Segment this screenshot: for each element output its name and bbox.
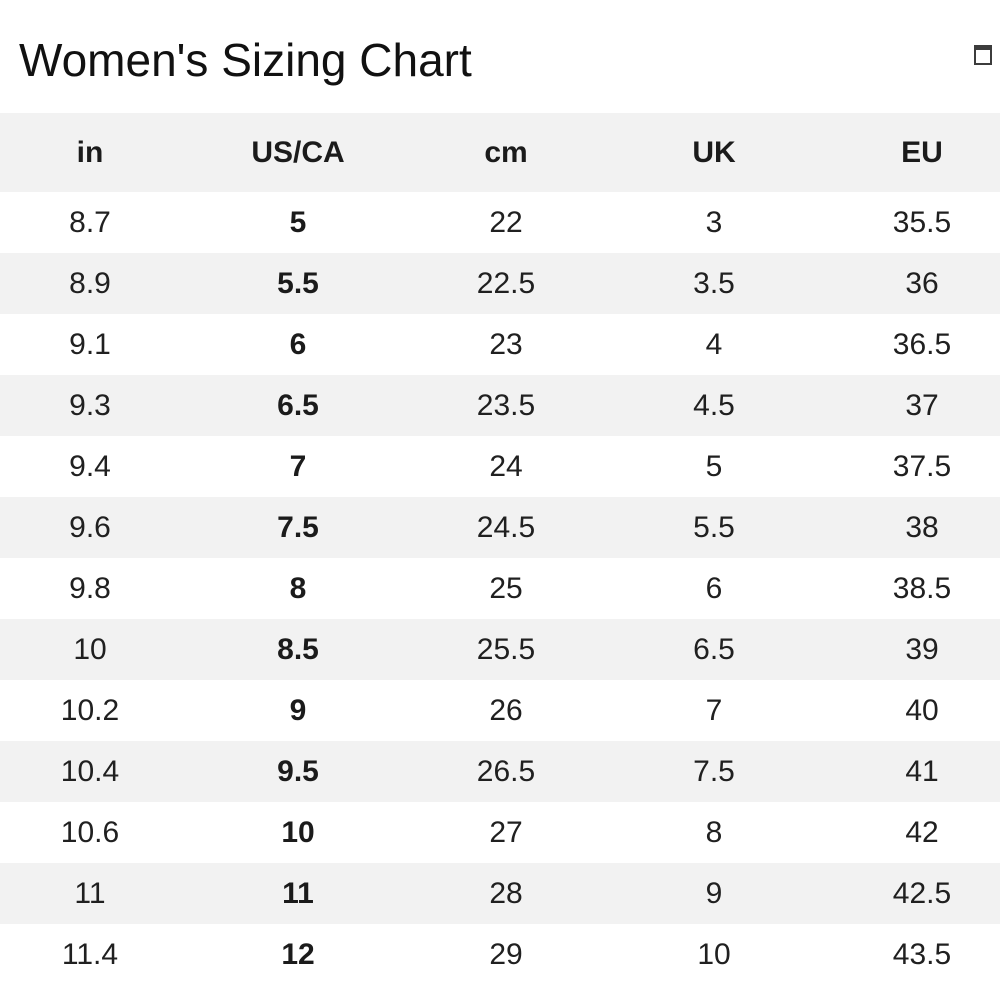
- table-cell: 37.5: [892, 449, 952, 483]
- table-cell: 38: [905, 510, 939, 544]
- table-cell: 35.5: [892, 205, 952, 239]
- table-cell: 42.5: [892, 876, 952, 910]
- table-cell: 5.5: [277, 266, 319, 300]
- table-row: 8.9 5.5 22.5 3.5 36: [0, 253, 1000, 314]
- table-cell: 6: [705, 571, 723, 605]
- column-header-in: in: [76, 135, 104, 169]
- page-title: Women's Sizing Chart: [19, 33, 472, 86]
- table-cell: 43.5: [892, 937, 952, 971]
- table-row: 11 11 28 9 42.5: [0, 863, 1000, 924]
- table-row: 9.6 7.5 24.5 5.5 38: [0, 497, 1000, 558]
- table-body: 8.7 5 22 3 35.5 8.9 5.5 22.5 3.5 36 9.1 6 23 4 36.5 9.3…: [0, 192, 1000, 985]
- table-cell: 8: [289, 571, 307, 605]
- table-cell: 10: [697, 937, 731, 971]
- table-row: 11.4 12 29 10 43.5: [0, 924, 1000, 985]
- table-cell: 8.7: [69, 205, 111, 239]
- sizing-table-container: in US/CA cm UK EU 8.7 5 22 3 35.5 8.9 5.5 22.5 3…: [0, 113, 1000, 985]
- table-cell: 37: [905, 388, 939, 422]
- table-cell: 7.5: [277, 510, 319, 544]
- table-cell: 9.6: [69, 510, 111, 544]
- page-header: Women's Sizing Chart: [0, 0, 1000, 113]
- table-cell: 22: [489, 205, 523, 239]
- table-cell: 6: [289, 327, 307, 361]
- table-cell: 11: [282, 876, 314, 910]
- column-header-eu: EU: [901, 135, 943, 169]
- table-cell: 9: [289, 693, 307, 727]
- table-cell: 8.5: [277, 632, 319, 666]
- table-cell: 10: [73, 632, 107, 666]
- table-cell: 29: [489, 937, 523, 971]
- column-header-us-ca: US/CA: [251, 135, 345, 169]
- table-row: 9.3 6.5 23.5 4.5 37: [0, 375, 1000, 436]
- table-cell: 5: [705, 449, 723, 483]
- table-cell: 23: [489, 327, 523, 361]
- table-head: in US/CA cm UK EU: [0, 113, 1000, 192]
- table-cell: 6.5: [693, 632, 735, 666]
- table-cell: 6.5: [277, 388, 319, 422]
- table-row: 10.4 9.5 26.5 7.5 41: [0, 741, 1000, 802]
- table-cell: 24: [489, 449, 523, 483]
- table-cell: 10.6: [60, 815, 120, 849]
- table-cell: 26: [489, 693, 523, 727]
- table-row: 9.1 6 23 4 36.5: [0, 314, 1000, 375]
- table-cell: 12: [281, 937, 315, 971]
- table-cell: 9: [705, 876, 723, 910]
- table-cell: 7.5: [693, 754, 735, 788]
- table-cell: 4.5: [693, 388, 735, 422]
- table-cell: 36.5: [892, 327, 952, 361]
- table-cell: 40: [905, 693, 939, 727]
- table-row: 9.8 8 25 6 38.5: [0, 558, 1000, 619]
- table-cell: 4: [705, 327, 723, 361]
- missing-glyph-icon[interactable]: [974, 45, 992, 65]
- table-cell: 11: [74, 876, 106, 910]
- table-cell: 28: [489, 876, 523, 910]
- table-row: 10.6 10 27 8 42: [0, 802, 1000, 863]
- table-cell: 9.8: [69, 571, 111, 605]
- table-cell: 9.1: [69, 327, 111, 361]
- table-cell: 5: [289, 205, 307, 239]
- table-cell: 10.4: [60, 754, 120, 788]
- table-row: 8.7 5 22 3 35.5: [0, 192, 1000, 253]
- table-cell: 36: [905, 266, 939, 300]
- table-cell: 23.5: [476, 388, 536, 422]
- table-cell: 39: [905, 632, 939, 666]
- table-cell: 3: [705, 205, 723, 239]
- table-cell: 10: [281, 815, 315, 849]
- table-cell: 7: [705, 693, 723, 727]
- table-row: 9.4 7 24 5 37.5: [0, 436, 1000, 497]
- table-cell: 26.5: [476, 754, 536, 788]
- table-cell: 42: [905, 815, 939, 849]
- table-row: 10.2 9 26 7 40: [0, 680, 1000, 741]
- table-cell: 10.2: [60, 693, 120, 727]
- table-cell: 22.5: [476, 266, 536, 300]
- column-header-cm: cm: [484, 135, 528, 169]
- column-header-uk: UK: [692, 135, 736, 169]
- table-cell: 5.5: [693, 510, 735, 544]
- table-cell: 25: [489, 571, 523, 605]
- table-cell: 38.5: [892, 571, 952, 605]
- table-cell: 27: [489, 815, 523, 849]
- table-cell: 9.4: [69, 449, 111, 483]
- table-cell: 8.9: [69, 266, 111, 300]
- table-cell: 8: [705, 815, 723, 849]
- table-cell: 25.5: [476, 632, 536, 666]
- table-cell: 41: [905, 754, 939, 788]
- sizing-table: in US/CA cm UK EU 8.7 5 22 3 35.5 8.9 5.5 22.5 3…: [0, 113, 1000, 985]
- table-cell: 24.5: [476, 510, 536, 544]
- table-cell: 11.4: [61, 937, 119, 971]
- table-cell: 3.5: [693, 266, 735, 300]
- table-row: 10 8.5 25.5 6.5 39: [0, 619, 1000, 680]
- table-cell: 9.5: [277, 754, 319, 788]
- table-cell: 7: [289, 449, 307, 483]
- table-header-row: in US/CA cm UK EU: [0, 113, 1000, 192]
- table-cell: 9.3: [69, 388, 111, 422]
